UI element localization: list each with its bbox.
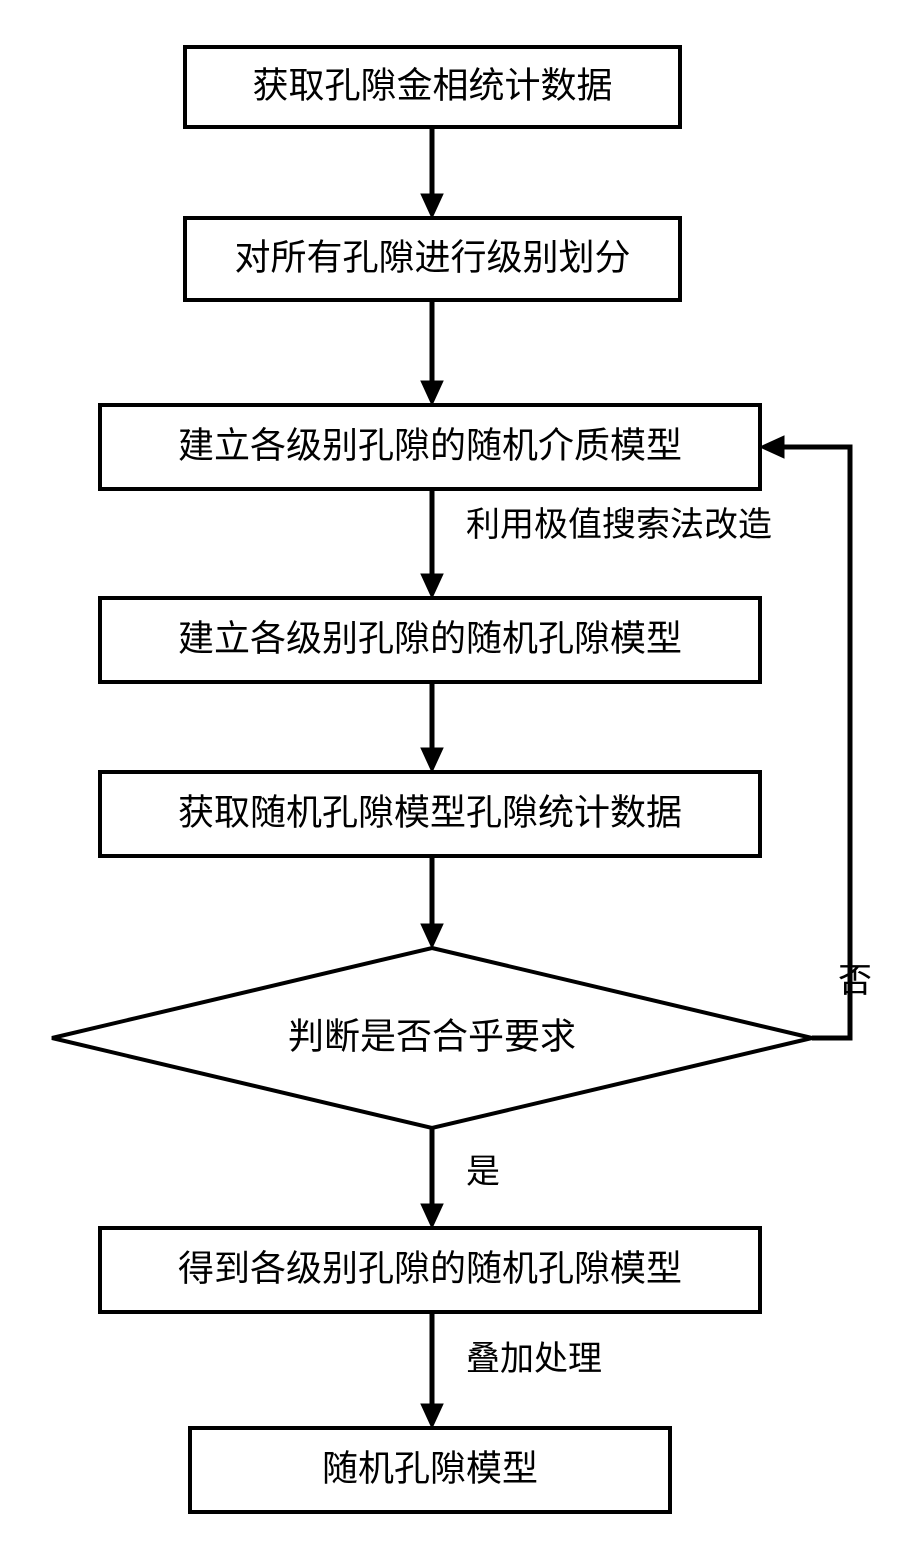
edge-4-arrowhead: [421, 924, 443, 948]
edge-5-label: 是: [466, 1154, 500, 1191]
edge-2-label: 利用极值搜索法改造: [466, 506, 772, 544]
edge-7-arrowhead: [760, 436, 784, 458]
node-n2-label: 对所有孔隙进行级别划分: [234, 237, 630, 277]
node-n7-label: 得到各级别孔隙的随机孔隙模型: [178, 1248, 682, 1288]
node-n1-label: 获取孔隙金相统计数据: [252, 65, 612, 105]
edge-7-label: 否: [838, 963, 872, 1000]
edge-6-arrowhead: [421, 1404, 443, 1428]
edge-0-arrowhead: [421, 194, 443, 218]
edge-6-label: 叠加处理: [466, 1341, 602, 1378]
edge-5-arrowhead: [421, 1204, 443, 1228]
edge-2-arrowhead: [421, 574, 443, 598]
edge-7: [784, 447, 850, 1038]
node-n4-label: 建立各级别孔隙的随机孔隙模型: [178, 618, 682, 658]
node-n8-label: 随机孔隙模型: [322, 1448, 538, 1488]
edge-3-arrowhead: [421, 748, 443, 772]
node-n6-label: 判断是否合乎要求: [288, 1016, 576, 1056]
node-n5-label: 获取随机孔隙模型孔隙统计数据: [178, 792, 682, 832]
flowchart-canvas: 利用极值搜索法改造是叠加处理 否 获取孔隙金相统计数据对所有孔隙进行级别划分建立各级…: [0, 0, 913, 1541]
node-n3-label: 建立各级别孔隙的随机介质模型: [178, 425, 682, 465]
edge-1-arrowhead: [421, 381, 443, 405]
